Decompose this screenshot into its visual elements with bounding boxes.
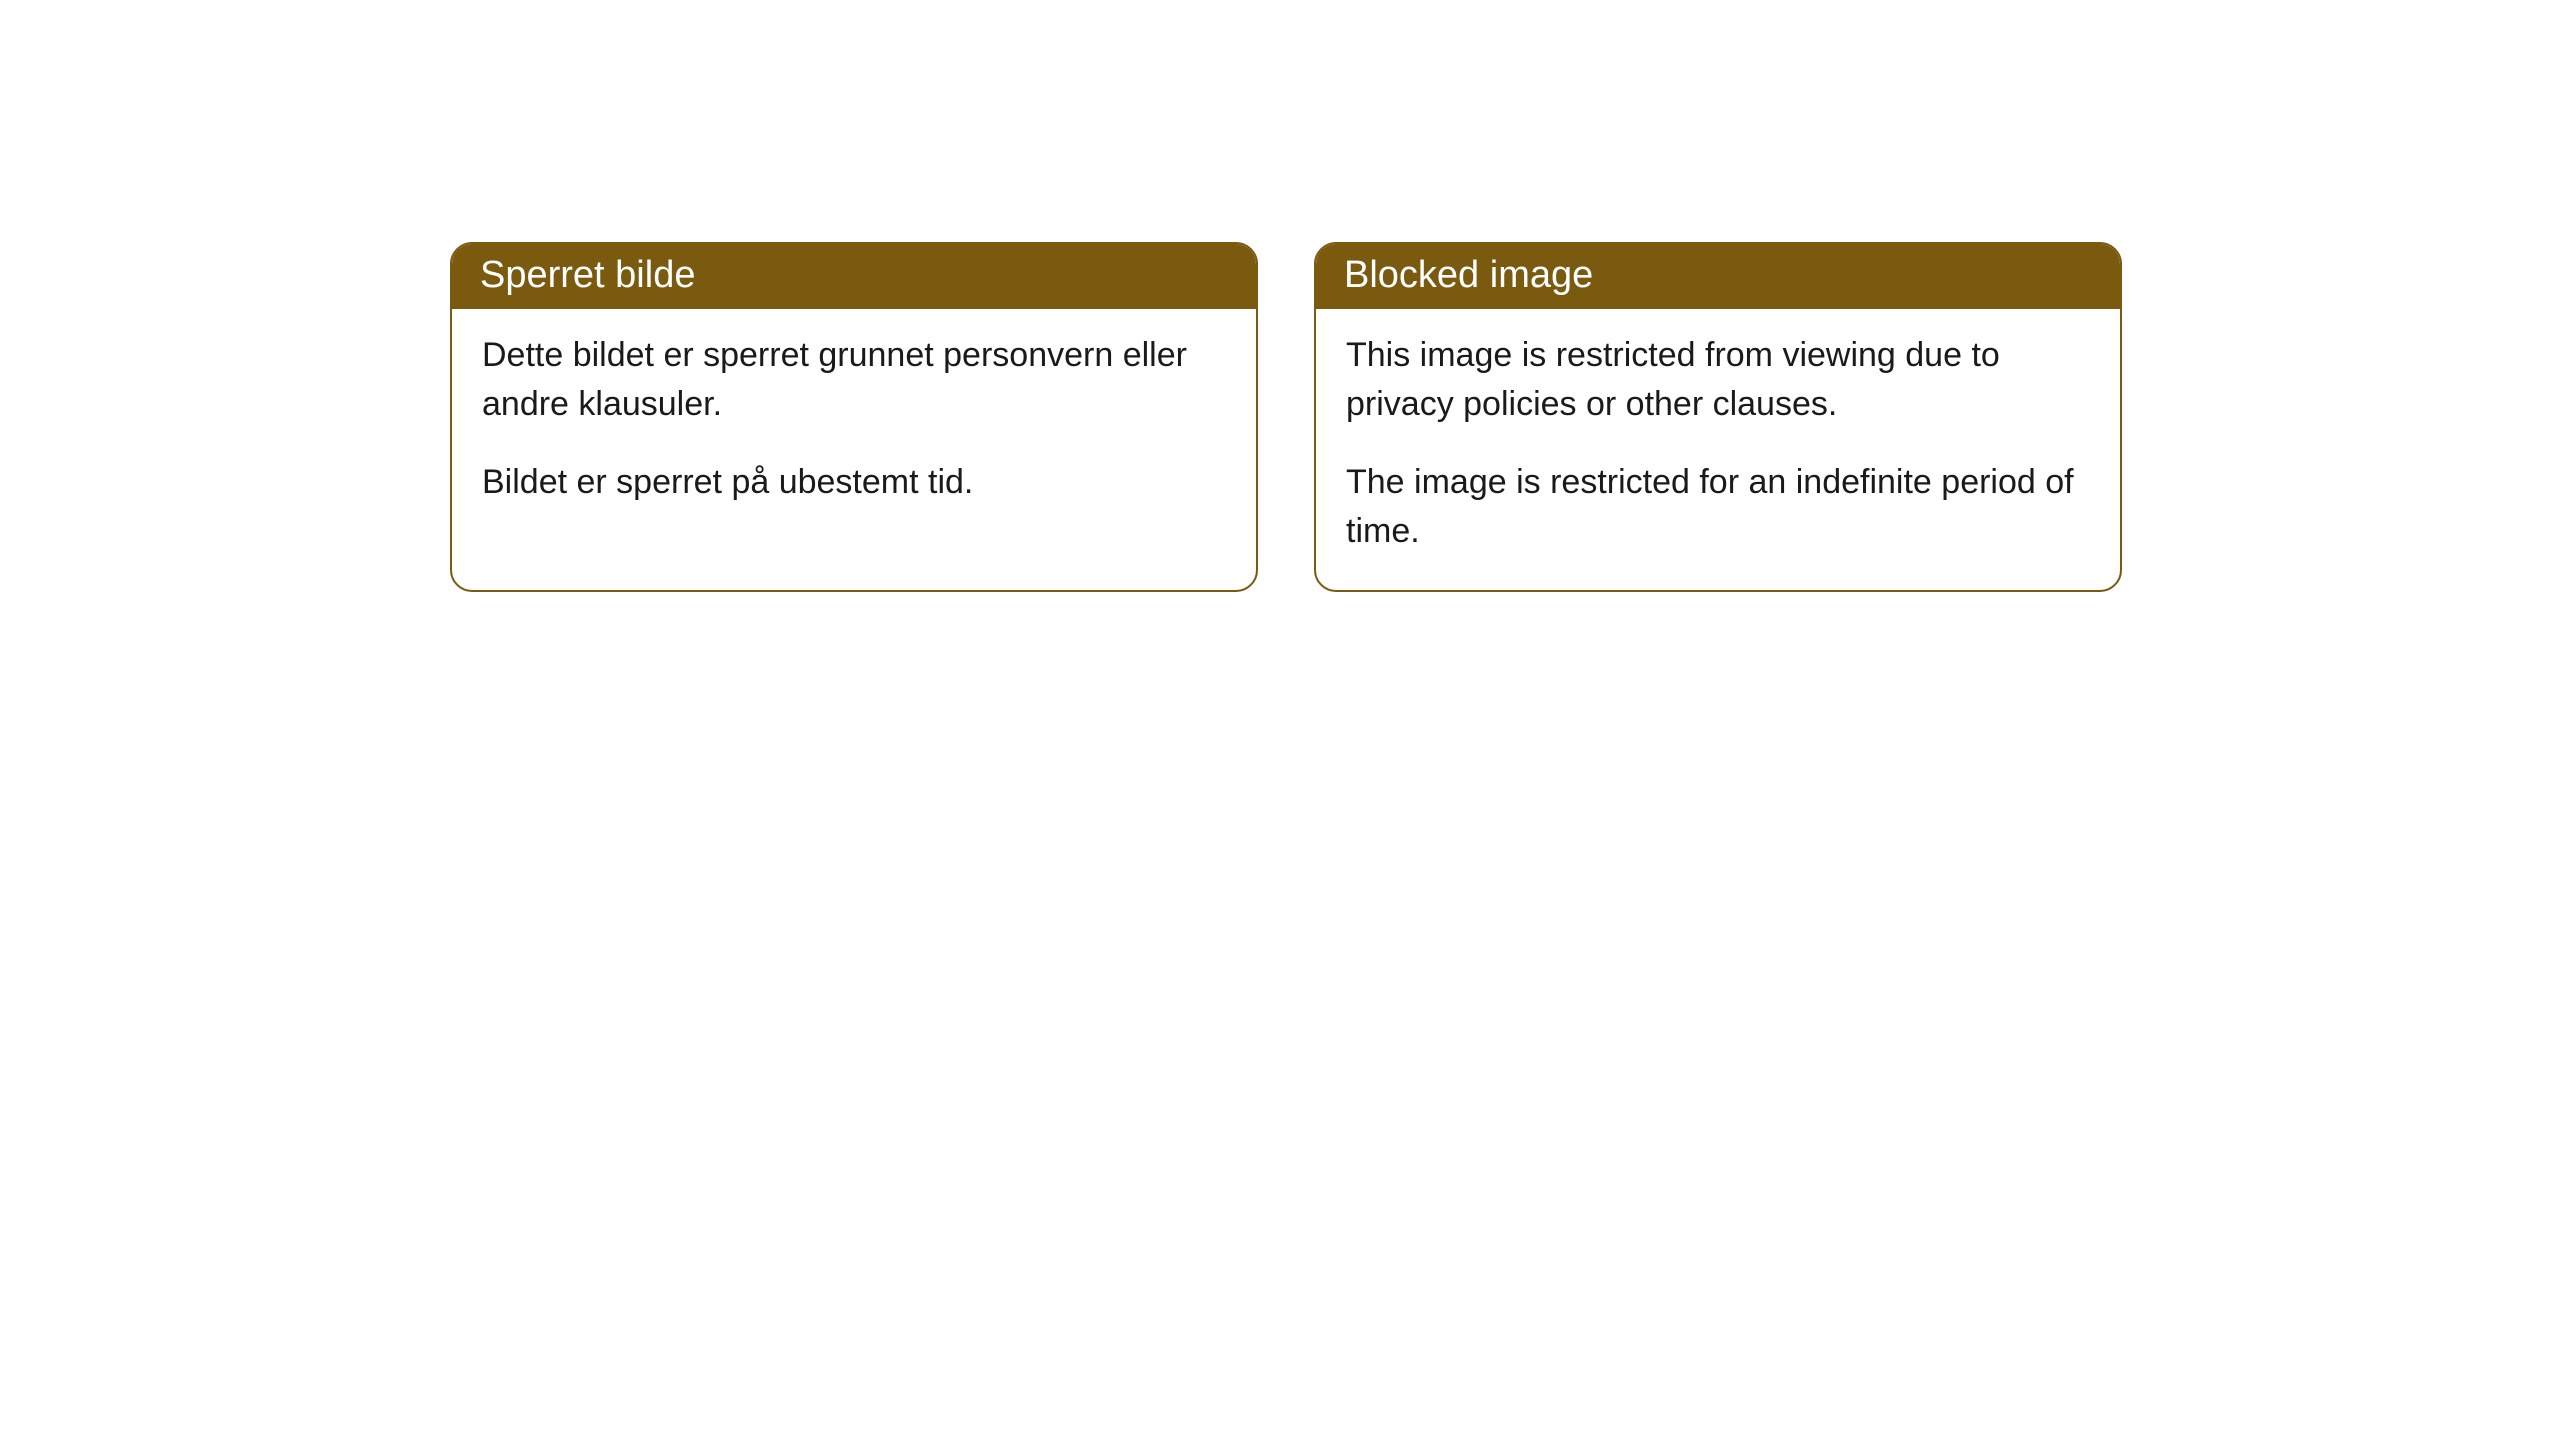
card-paragraph-2-norwegian: Bildet er sperret på ubestemt tid. — [482, 458, 1226, 507]
blocked-image-card-english: Blocked image This image is restricted f… — [1314, 242, 2122, 592]
card-body-norwegian: Dette bildet er sperret grunnet personve… — [452, 309, 1256, 541]
cards-container: Sperret bilde Dette bildet er sperret gr… — [0, 0, 2560, 592]
card-header-english: Blocked image — [1316, 244, 2120, 309]
card-paragraph-2-english: The image is restricted for an indefinit… — [1346, 458, 2090, 557]
card-paragraph-1-english: This image is restricted from viewing du… — [1346, 331, 2090, 430]
card-header-norwegian: Sperret bilde — [452, 244, 1256, 309]
card-paragraph-1-norwegian: Dette bildet er sperret grunnet personve… — [482, 331, 1226, 430]
card-body-english: This image is restricted from viewing du… — [1316, 309, 2120, 590]
blocked-image-card-norwegian: Sperret bilde Dette bildet er sperret gr… — [450, 242, 1258, 592]
